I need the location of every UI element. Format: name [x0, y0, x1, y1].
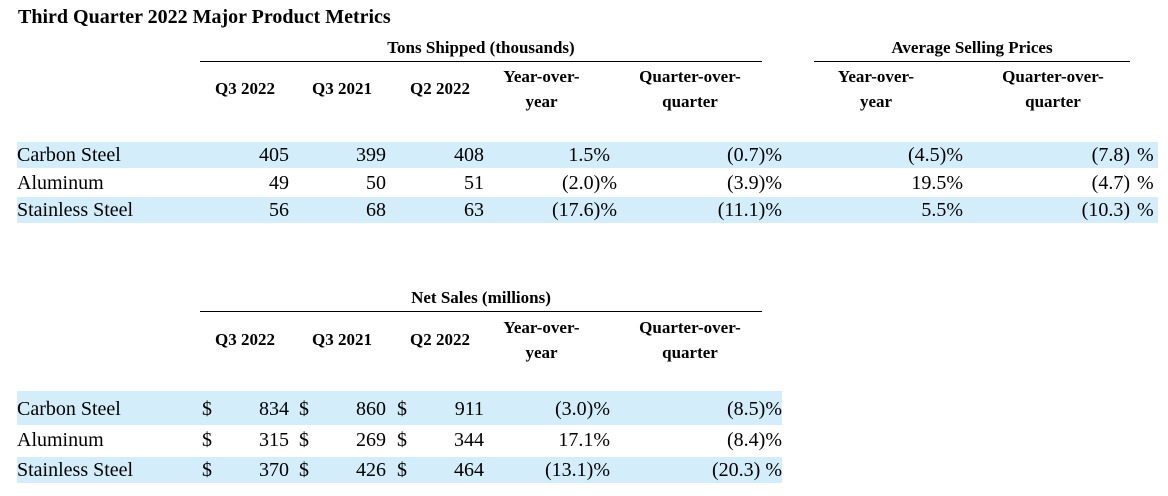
cell-asp-qoq: (10.3) [1081, 199, 1130, 221]
cell-qoq: (0.7)% [727, 144, 782, 166]
tons-col-q2-2022: Q2 2022 [410, 79, 470, 98]
cell-q3-2021: 860 [356, 398, 386, 420]
asp-group-header: Average Selling Prices [891, 38, 1053, 57]
tons-col-yoy: Year-over-year [503, 67, 580, 111]
cell-q3-2021: 399 [356, 144, 386, 166]
cell-asp-qoq-unit: % [1137, 199, 1154, 221]
currency-symbol: $ [397, 429, 407, 451]
asp-header-rule [814, 61, 1130, 62]
cell-qoq: (8.5)% [727, 398, 782, 420]
asp-col-yoy: Year-over-year [837, 67, 915, 111]
cell-yoy: (17.6)% [552, 199, 617, 221]
cell-qoq: (8.4)% [727, 429, 782, 451]
sales-col-q3-2022: Q3 2022 [215, 330, 275, 349]
cell-q3-2021: 68 [366, 199, 386, 221]
cell-q3-2022: 315 [259, 429, 289, 451]
cell-asp-yoy: 5.5% [921, 199, 963, 221]
row-label: Stainless Steel [17, 459, 134, 481]
sales-col-q3-2021: Q3 2021 [312, 330, 372, 349]
cell-asp-qoq: (4.7) [1091, 172, 1130, 194]
currency-symbol: $ [202, 429, 212, 451]
net-sales-header-rule [200, 311, 762, 312]
row-label: Aluminum [17, 172, 104, 194]
cell-q3-2021: 269 [356, 429, 386, 451]
row-label: Carbon Steel [17, 144, 121, 166]
cell-asp-yoy: 19.5% [911, 172, 963, 194]
row-label: Stainless Steel [17, 199, 134, 221]
cell-q3-2022: 405 [259, 144, 289, 166]
cell-q3-2022: 49 [269, 172, 289, 194]
currency-symbol: $ [202, 398, 212, 420]
page-title: Third Quarter 2022 Major Product Metrics [18, 6, 391, 28]
tons-col-q3-2021: Q3 2021 [312, 79, 372, 98]
cell-yoy: (13.1)% [545, 459, 610, 481]
currency-symbol: $ [299, 459, 309, 481]
currency-symbol: $ [299, 429, 309, 451]
cell-q2-2022: 63 [464, 199, 484, 221]
cell-q3-2022: 834 [259, 398, 289, 420]
cell-yoy: (2.0)% [562, 172, 617, 194]
cell-asp-qoq-unit: % [1137, 172, 1154, 194]
row-highlight [17, 197, 1158, 223]
cell-qoq: (11.1)% [717, 199, 782, 221]
tons-col-q3-2022: Q3 2022 [215, 79, 275, 98]
row-label: Carbon Steel [17, 398, 121, 420]
cell-q2-2022: 911 [454, 398, 484, 420]
cell-qoq: (3.9)% [727, 172, 782, 194]
currency-symbol: $ [397, 459, 407, 481]
cell-q2-2022: 464 [454, 459, 484, 481]
cell-q2-2022: 344 [454, 429, 484, 451]
currency-symbol: $ [202, 459, 212, 481]
row-highlight [17, 457, 782, 483]
cell-asp-qoq: (7.8) [1091, 144, 1130, 166]
row-highlight [17, 391, 782, 425]
cell-q3-2021: 426 [356, 459, 386, 481]
cell-q3-2022: 56 [269, 199, 289, 221]
asp-col-qoq: Quarter-over-quarter [1002, 67, 1104, 111]
net-sales-group-header: Net Sales (millions) [411, 288, 551, 307]
cell-q3-2022: 370 [259, 459, 289, 481]
currency-symbol: $ [299, 398, 309, 420]
cell-qoq: (20.3) % [712, 459, 782, 481]
cell-q3-2021: 50 [366, 172, 386, 194]
cell-q2-2022: 408 [454, 144, 484, 166]
sales-col-q2-2022: Q2 2022 [410, 330, 470, 349]
cell-asp-qoq-unit: % [1137, 144, 1154, 166]
tons-shipped-group-header: Tons Shipped (thousands) [387, 38, 575, 57]
cell-yoy: 1.5% [568, 144, 610, 166]
cell-asp-yoy: (4.5)% [908, 144, 963, 166]
sales-col-yoy: Year-over-year [503, 318, 580, 362]
cell-yoy: 17.1% [558, 429, 610, 451]
currency-symbol: $ [397, 398, 407, 420]
tons-shipped-header-rule [200, 61, 762, 62]
cell-yoy: (3.0)% [555, 398, 610, 420]
cell-q2-2022: 51 [464, 172, 484, 194]
row-label: Aluminum [17, 429, 104, 451]
row-highlight [17, 142, 1158, 168]
tons-col-qoq: Quarter-over-quarter [639, 67, 741, 111]
sales-col-qoq: Quarter-over-quarter [639, 318, 741, 362]
